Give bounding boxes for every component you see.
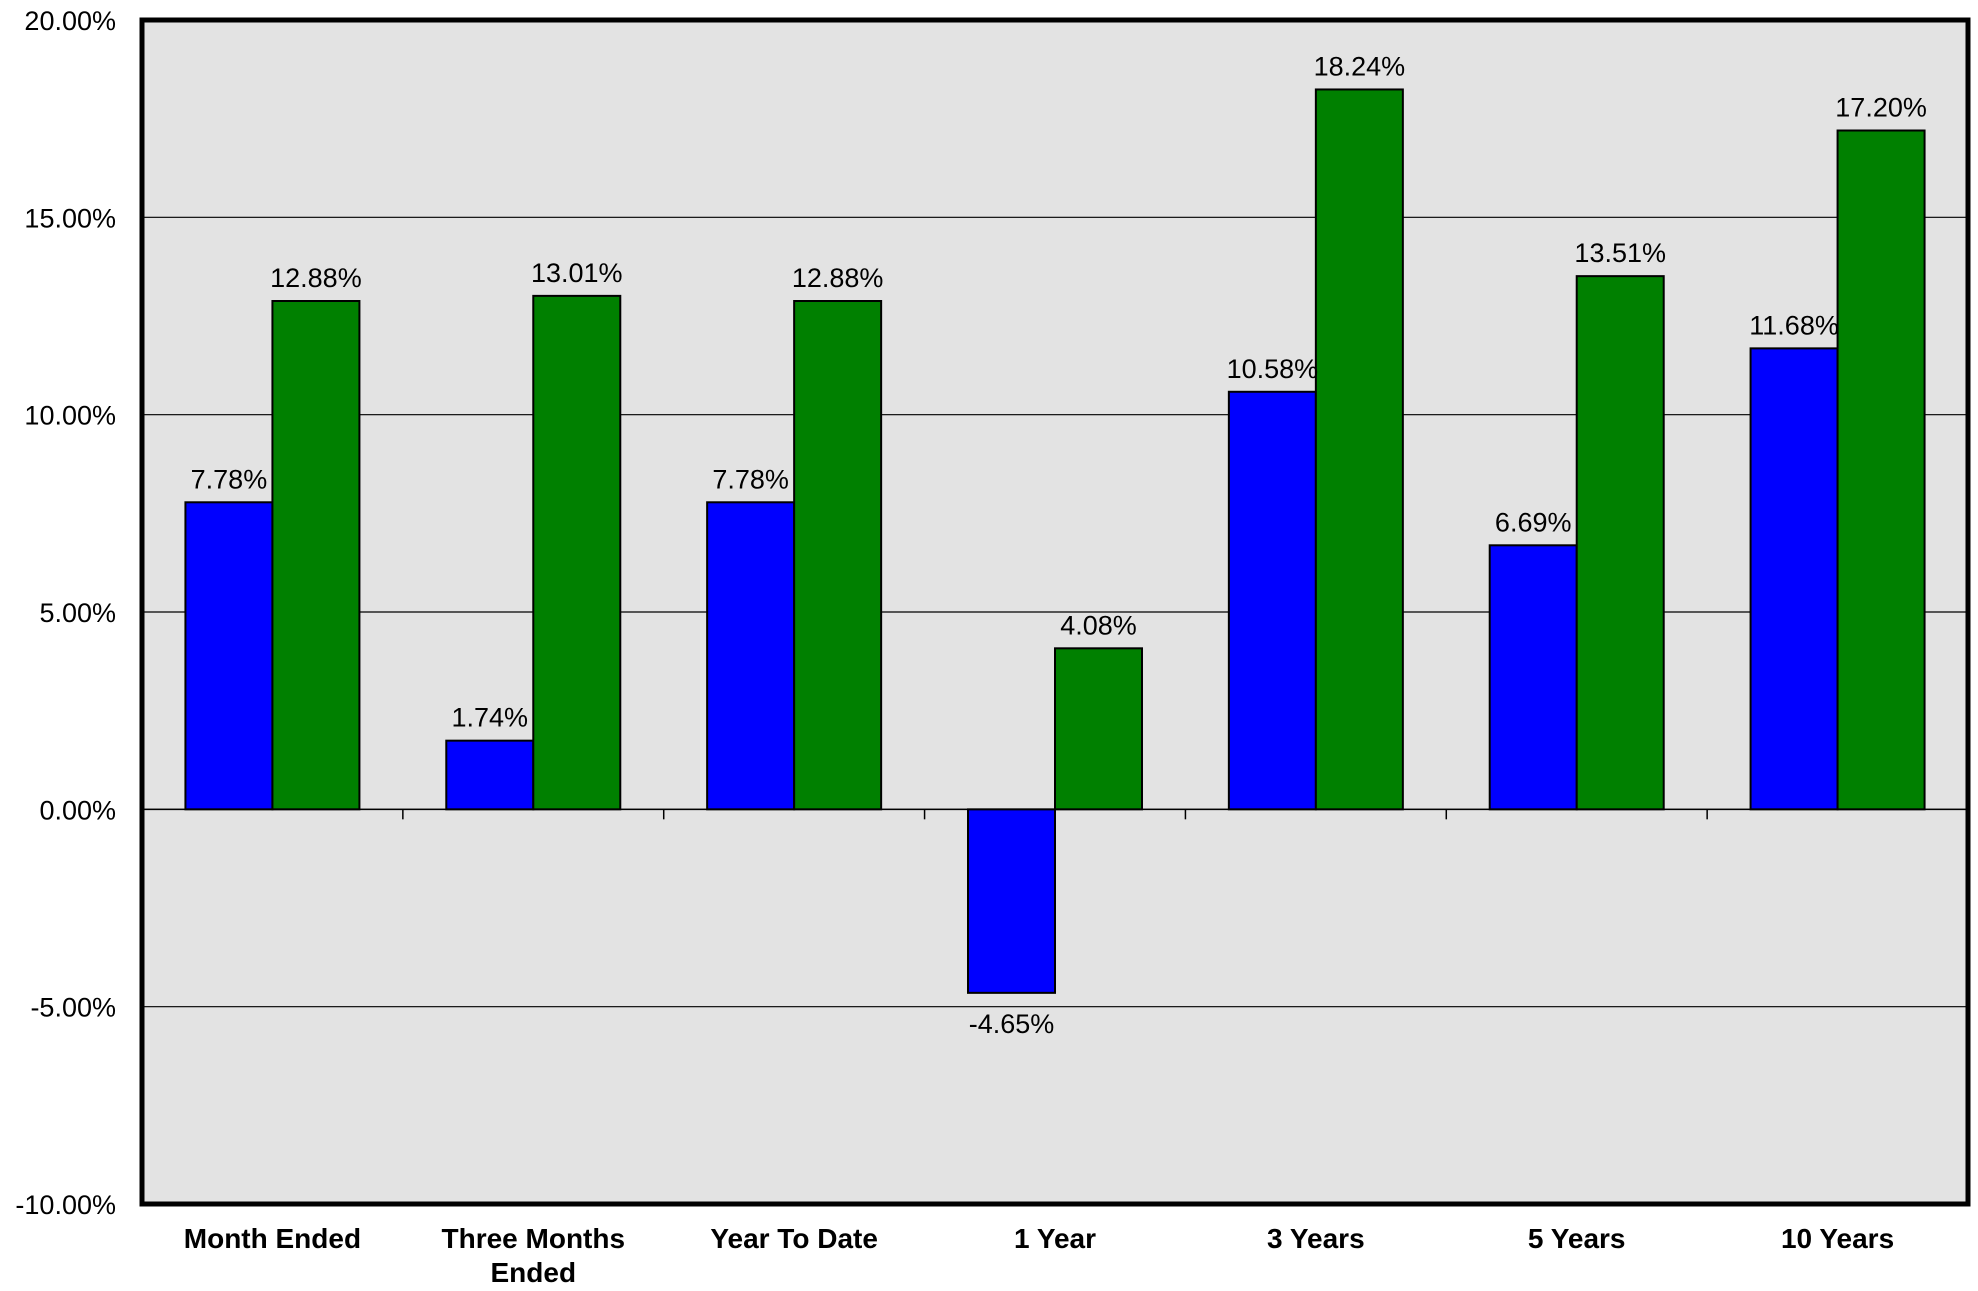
data-label: 13.01% xyxy=(531,258,623,288)
y-tick-label: -5.00% xyxy=(30,993,116,1023)
x-category-label-line: Month Ended xyxy=(184,1223,361,1254)
bar xyxy=(793,300,883,811)
y-tick-label: 0.00% xyxy=(39,795,116,825)
bar xyxy=(271,300,361,811)
x-category-label: 10 Years xyxy=(1781,1223,1894,1254)
data-label: 7.78% xyxy=(712,464,789,494)
data-label: 4.08% xyxy=(1060,610,1137,640)
x-axis-category-labels: Month Ended Three Months Ended Year To Date… xyxy=(184,1223,1894,1288)
data-label: 17.20% xyxy=(1835,93,1927,123)
x-category-label-line: 5 Years xyxy=(1528,1223,1626,1254)
bar xyxy=(532,294,622,811)
x-category-label-line: Year To Date xyxy=(710,1223,878,1254)
bar xyxy=(1836,129,1926,811)
data-label: 18.24% xyxy=(1314,51,1406,81)
y-tick-label: 5.00% xyxy=(39,598,116,628)
x-category-label: Month Ended xyxy=(184,1223,361,1254)
data-label: 10.58% xyxy=(1227,354,1319,384)
data-label: 11.68% xyxy=(1749,310,1839,340)
data-label: 13.51% xyxy=(1574,238,1666,268)
x-category-label: Three Months Ended xyxy=(442,1223,626,1286)
x-category-label-line: 3 Years xyxy=(1267,1223,1365,1254)
y-tick-label: -10.00% xyxy=(15,1190,116,1220)
data-label: -4.65% xyxy=(969,1009,1055,1039)
bar xyxy=(445,739,535,811)
bars xyxy=(184,88,1926,994)
x-category-label: 5 Years xyxy=(1528,1223,1626,1254)
data-label: 7.78% xyxy=(191,464,268,494)
y-axis-tick-labels: 20.00% 15.00% 10.00% 5.00% 0.00% -5.00% -10.00… xyxy=(15,6,116,1220)
x-category-label-line: 1 Year xyxy=(1014,1223,1096,1254)
bar xyxy=(1575,275,1665,811)
bar xyxy=(1314,88,1404,811)
bar xyxy=(967,808,1056,994)
x-category-label-line: Ended xyxy=(491,1257,577,1286)
data-label: 12.88% xyxy=(792,263,884,293)
data-label: 6.69% xyxy=(1495,507,1572,537)
y-tick-label: 10.00% xyxy=(24,401,116,431)
y-tick-label: 20.00% xyxy=(24,6,116,36)
bar xyxy=(1749,347,1839,811)
plot-border xyxy=(139,17,1971,1207)
x-category-label-line: 10 Years xyxy=(1781,1223,1894,1254)
y-tick-label: 15.00% xyxy=(24,203,116,233)
x-category-label: 1 Year xyxy=(1014,1223,1096,1254)
data-labels: 7.78% 12.88% 1.74% 13.01% 7.78% 12.88% -4.65% 4… xyxy=(191,51,1927,1038)
bar xyxy=(1227,390,1317,811)
data-label: 12.88% xyxy=(270,263,362,293)
x-category-label: 3 Years xyxy=(1267,1223,1365,1254)
axes xyxy=(139,17,1971,1207)
x-category-label-line: Three Months xyxy=(442,1223,626,1254)
x-category-label: Year To Date xyxy=(710,1223,878,1254)
bar xyxy=(1054,647,1143,811)
bar xyxy=(184,501,274,811)
data-label: 1.74% xyxy=(452,703,529,733)
bar xyxy=(1488,544,1578,811)
bar xyxy=(706,501,796,811)
